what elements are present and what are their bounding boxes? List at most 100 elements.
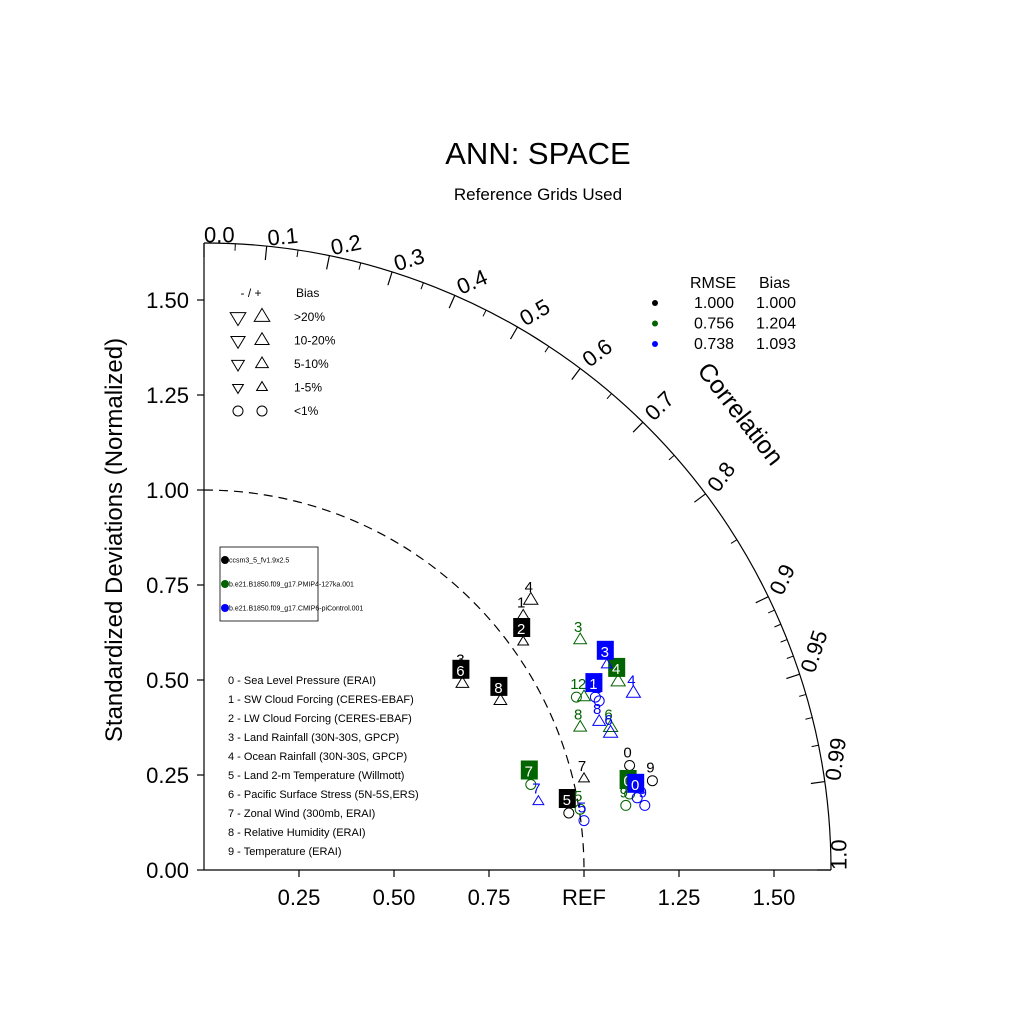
variable-legend-item: 5 - Land 2-m Temperature (Willmott) (228, 770, 404, 782)
chart-subtitle: Reference Grids Used (454, 185, 622, 204)
bias-legend-label: 5-10% (294, 357, 329, 371)
data-point-marker (593, 695, 605, 707)
corr-minor-tick (805, 717, 813, 720)
data-point-label-box (608, 657, 626, 677)
bias-legend-down-triangle (230, 335, 246, 350)
corr-major-tick (786, 673, 800, 680)
data-point-label: 5 (578, 800, 586, 817)
corr-tick-label: 0.8 (702, 457, 740, 496)
data-point-label: 9 (646, 760, 654, 777)
corr-minor-tick (780, 639, 788, 643)
corr-major-tick (387, 271, 393, 286)
variable-legend-item: 6 - Pacific Surface Stress (5N-5S,ERS) (228, 789, 419, 801)
data-point-marker (639, 799, 651, 811)
corr-minor-tick (296, 250, 299, 258)
x-tick-label: 0.75 (468, 885, 511, 910)
data-point-label: 2 (578, 676, 586, 693)
data-points: 012345678901234567890123456789 (452, 579, 658, 827)
data-point-marker (516, 635, 530, 646)
data-point-label: 6 (456, 663, 464, 680)
data-point-marker (620, 799, 632, 811)
bias-legend-down-triangle (231, 383, 245, 395)
data-point-marker (591, 713, 607, 726)
data-point-marker (578, 815, 590, 827)
data-point-label: 1 (570, 676, 578, 693)
data-point-label: 2 (593, 680, 601, 697)
x-tick-label: 0.25 (278, 885, 321, 910)
case-legend-name: ccsm3_5_fv1.9x2.5 (229, 558, 289, 565)
x-tick-label: 1.50 (753, 885, 796, 910)
bias-legend-bias-header: Bias (296, 286, 319, 300)
corr-major-tick (264, 246, 268, 261)
corr-minor-tick (730, 539, 738, 544)
bias-legend-label: <1% (294, 404, 319, 418)
variable-legend-item: 3 - Land Rainfall (30N-30S, GPCP) (228, 732, 399, 744)
y-tick-label: 0.25 (146, 763, 189, 788)
data-point-label: 9 (639, 784, 647, 801)
data-point-marker (493, 692, 508, 706)
stats-bias-value: 1.000 (756, 295, 796, 312)
case-legend-dot (221, 556, 229, 564)
corr-tick-label: 0.7 (640, 386, 679, 425)
corr-tick-label: 0.99 (820, 736, 851, 782)
corr-major-tick (810, 780, 825, 785)
variable-legend-item: 1 - SW Cloud Forcing (CERES-EBAF) (228, 694, 414, 706)
corr-minor-tick (811, 744, 819, 748)
case-legend-name: b.e21.B1850.f09_g17.PMIP4-127ka.001 (229, 582, 354, 589)
bias-legend-label: 1-5% (294, 381, 322, 395)
data-point-label: 6 (604, 707, 612, 724)
data-point-label-box (627, 773, 645, 793)
data-point-label: 0 (623, 745, 631, 762)
bias-legend-down-triangle (230, 359, 246, 372)
data-point-label: 8 (574, 707, 582, 724)
bias-legend-up-triangle (253, 307, 271, 322)
corr-major-tick (326, 255, 330, 270)
bias-legend-up-triangle (254, 356, 270, 369)
data-point-marker (602, 718, 619, 733)
x-tick-label: 1.25 (658, 885, 701, 910)
corr-major-tick (694, 493, 706, 503)
data-point-label: 4 (627, 672, 635, 689)
corr-minor-tick (606, 393, 612, 400)
data-point-marker (570, 691, 582, 703)
case-legend-name: b.e21.B1850.f09_g17.CMIP6-piControl.001 (229, 606, 363, 613)
corr-tick-label: 0.1 (266, 223, 299, 251)
data-point-marker (625, 684, 642, 698)
y-tick-label: 0.00 (146, 858, 189, 883)
stats-header-rmse: RMSE (690, 275, 736, 292)
corr-minor-tick (544, 346, 550, 353)
corr-tick-label: 0.3 (391, 243, 428, 276)
data-point-marker (600, 657, 614, 669)
data-point-marker (577, 771, 591, 783)
corr-minor-tick (420, 282, 424, 290)
data-point-marker (572, 719, 588, 732)
variable-legend-item: 9 - Temperature (ERAI) (228, 846, 342, 858)
variable-legend-item: 8 - Relative Humidity (ERAI) (228, 827, 366, 839)
stats-bias-value: 1.204 (756, 316, 796, 333)
ref-label: REF (562, 885, 606, 910)
bias-legend-down-triangle (229, 312, 247, 327)
data-point-label: 0 (631, 777, 639, 794)
corr-tick-label: 0.95 (795, 627, 832, 675)
data-point-label: 4 (612, 661, 620, 678)
stats-color-dot (652, 320, 658, 327)
data-point-marker (522, 591, 539, 605)
data-point-marker (572, 632, 588, 645)
data-point-label: 7 (578, 758, 586, 775)
corr-major-tick (632, 421, 644, 433)
data-point-label: 2 (517, 621, 525, 638)
data-point-label: 3 (574, 619, 582, 636)
data-point-label: 9 (620, 784, 628, 801)
corr-tick-label: 0.9 (764, 560, 800, 598)
data-point-marker (563, 807, 575, 819)
data-point-marker (624, 760, 636, 771)
corr-major-tick (448, 295, 456, 309)
data-point-label-box (452, 659, 470, 679)
data-point-label: 1 (517, 594, 525, 611)
case-legend-box (219, 546, 319, 622)
y-tick-label: 0.50 (146, 668, 189, 693)
data-point-marker (610, 673, 627, 687)
data-point-label: 4 (525, 579, 533, 596)
data-point-label: 6 (604, 712, 612, 729)
